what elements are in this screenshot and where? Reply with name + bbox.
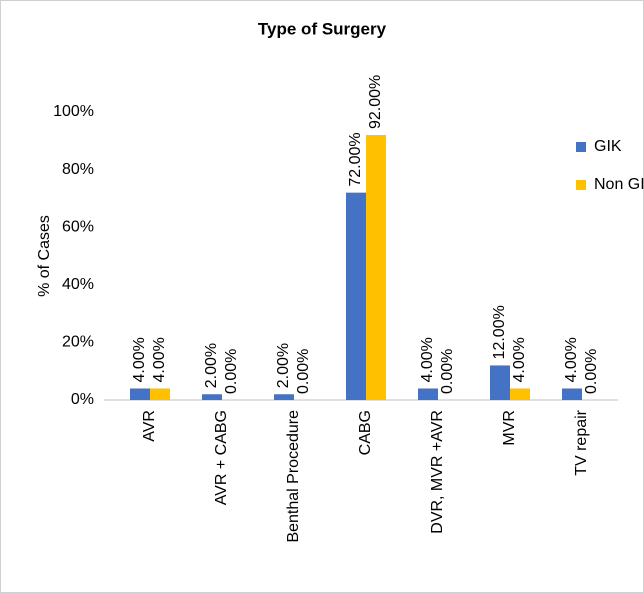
bar bbox=[274, 394, 294, 400]
bar bbox=[418, 388, 438, 400]
data-label: 4.00% bbox=[563, 337, 580, 382]
y-tick-label: 20% bbox=[62, 334, 94, 351]
data-label: 0.00% bbox=[223, 349, 240, 394]
x-tick-label: Benthal Procedure bbox=[285, 410, 302, 543]
y-tick-label: 60% bbox=[62, 218, 94, 235]
bar bbox=[510, 388, 530, 400]
bar bbox=[562, 388, 582, 400]
y-axis-label: % of Cases bbox=[36, 215, 53, 297]
y-tick-label: 100% bbox=[53, 103, 94, 120]
data-label: 2.00% bbox=[203, 343, 220, 388]
data-label: 4.00% bbox=[151, 337, 168, 382]
data-label: 4.00% bbox=[131, 337, 148, 382]
legend-label: Non GIK bbox=[594, 176, 644, 193]
bar bbox=[130, 388, 150, 400]
bar bbox=[150, 388, 170, 400]
data-label: 12.00% bbox=[491, 305, 508, 359]
legend-swatch bbox=[576, 142, 586, 152]
y-tick-label: 40% bbox=[62, 276, 94, 293]
chart-title: Type of Surgery bbox=[258, 19, 387, 38]
data-label: 2.00% bbox=[275, 343, 292, 388]
y-tick-label: 80% bbox=[62, 161, 94, 178]
x-tick-label: TV repair bbox=[573, 409, 590, 475]
x-tick-label: AVR bbox=[141, 410, 158, 442]
data-label: 4.00% bbox=[511, 337, 528, 382]
y-tick-label: 0% bbox=[71, 391, 94, 408]
bar bbox=[366, 135, 386, 401]
x-tick-label: MVR bbox=[501, 410, 518, 446]
bar bbox=[346, 192, 366, 400]
data-label: 92.00% bbox=[367, 75, 384, 129]
bar bbox=[490, 365, 510, 400]
bar bbox=[202, 394, 222, 400]
x-tick-label: DVR, MVR +AVR bbox=[429, 410, 446, 534]
x-tick-label: AVR + CABG bbox=[213, 410, 230, 505]
data-label: 72.00% bbox=[347, 132, 364, 186]
legend-swatch bbox=[576, 180, 586, 190]
legend-label: GIK bbox=[594, 138, 622, 155]
x-tick-label: CABG bbox=[357, 410, 374, 455]
data-label: 0.00% bbox=[583, 349, 600, 394]
data-label: 4.00% bbox=[419, 337, 436, 382]
data-label: 0.00% bbox=[295, 349, 312, 394]
data-label: 0.00% bbox=[439, 349, 456, 394]
